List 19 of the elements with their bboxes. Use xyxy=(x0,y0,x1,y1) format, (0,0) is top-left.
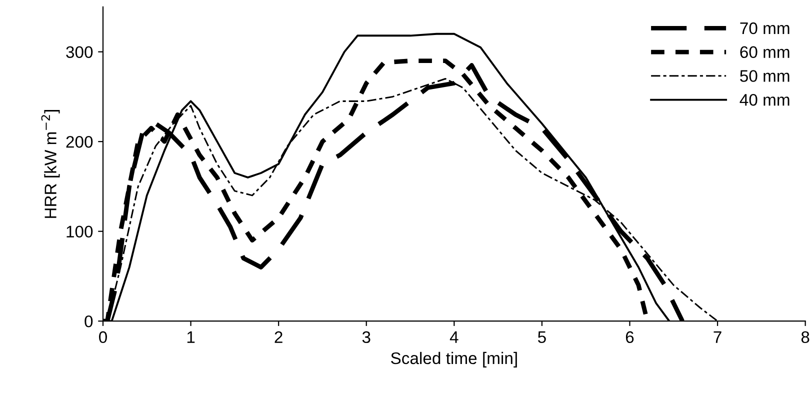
y-tick-label: 0 xyxy=(84,315,93,328)
x-tick-label: 5 xyxy=(538,331,546,344)
y-tick-label: 300 xyxy=(66,46,93,58)
x-tick-label: 3 xyxy=(362,331,370,344)
x-tick-label: 1 xyxy=(187,331,195,343)
legend-label: 40 mm xyxy=(740,94,790,106)
y-tick-label: 200 xyxy=(66,136,93,148)
x-tick-label: 7 xyxy=(714,331,722,343)
legend-label: 50 mm xyxy=(740,70,790,82)
y-tick-label: 100 xyxy=(66,226,93,238)
legend-label: 70 mm xyxy=(740,22,790,34)
x-tick-label: 6 xyxy=(626,331,634,344)
x-tick-label: 4 xyxy=(450,331,458,343)
y-axis-title: HRR [kW m$^{−2}$] xyxy=(41,110,60,218)
x-tick-label: 8 xyxy=(801,331,810,344)
x-tick-label: 2 xyxy=(274,331,282,343)
legend-label: 60 mm xyxy=(740,46,790,58)
x-tick-label: 0 xyxy=(99,331,107,344)
x-axis-title: Scaled time [min] xyxy=(391,352,517,368)
